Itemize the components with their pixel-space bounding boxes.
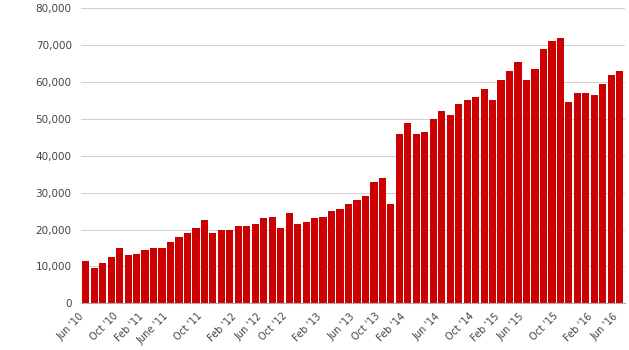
Bar [116, 248, 123, 303]
Bar [260, 218, 267, 303]
Bar [150, 248, 157, 303]
Bar [472, 97, 479, 303]
Bar [498, 80, 504, 303]
Bar [413, 134, 420, 303]
Bar [192, 228, 199, 303]
Bar [142, 250, 148, 303]
Bar [133, 253, 140, 303]
Bar [430, 119, 437, 303]
Bar [481, 89, 487, 303]
Bar [455, 104, 462, 303]
Bar [82, 261, 89, 303]
Bar [362, 196, 369, 303]
Bar [404, 122, 411, 303]
Bar [574, 93, 581, 303]
Bar [226, 230, 233, 303]
Bar [235, 226, 242, 303]
Bar [591, 95, 598, 303]
Bar [599, 84, 606, 303]
Bar [108, 257, 114, 303]
Bar [184, 233, 191, 303]
Bar [286, 213, 292, 303]
Bar [91, 268, 97, 303]
Bar [167, 243, 174, 303]
Bar [387, 204, 394, 303]
Bar [345, 204, 352, 303]
Bar [243, 226, 250, 303]
Bar [616, 71, 623, 303]
Bar [565, 102, 572, 303]
Bar [218, 230, 225, 303]
Bar [328, 211, 335, 303]
Bar [548, 41, 555, 303]
Bar [421, 132, 428, 303]
Bar [353, 200, 360, 303]
Bar [337, 209, 343, 303]
Bar [515, 62, 521, 303]
Bar [159, 248, 165, 303]
Bar [320, 217, 326, 303]
Bar [311, 218, 318, 303]
Bar [608, 75, 615, 303]
Bar [379, 178, 386, 303]
Bar [209, 233, 216, 303]
Bar [125, 256, 131, 303]
Bar [99, 263, 106, 303]
Bar [532, 69, 538, 303]
Bar [303, 222, 309, 303]
Bar [506, 71, 513, 303]
Bar [464, 100, 470, 303]
Bar [201, 220, 208, 303]
Bar [582, 93, 589, 303]
Bar [438, 112, 445, 303]
Bar [396, 134, 403, 303]
Bar [175, 237, 182, 303]
Bar [277, 228, 284, 303]
Bar [523, 80, 530, 303]
Bar [540, 49, 547, 303]
Bar [269, 217, 276, 303]
Bar [557, 38, 564, 303]
Bar [447, 115, 454, 303]
Bar [370, 182, 377, 303]
Bar [294, 224, 301, 303]
Bar [489, 100, 496, 303]
Bar [252, 224, 259, 303]
